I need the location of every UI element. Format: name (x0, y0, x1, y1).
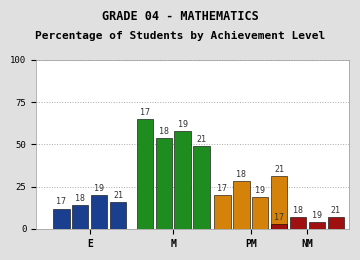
Text: 21: 21 (331, 206, 341, 215)
Bar (53, 209, 69, 229)
Text: 21: 21 (113, 191, 123, 200)
Bar (328, 217, 344, 229)
Text: 18: 18 (75, 194, 85, 203)
Bar (193, 146, 210, 229)
Bar (309, 222, 325, 229)
Bar (110, 202, 126, 229)
Text: 19: 19 (177, 120, 188, 129)
Text: 17: 17 (217, 184, 228, 193)
Text: 18: 18 (293, 206, 303, 215)
Text: 17: 17 (274, 213, 284, 222)
Text: GRADE 04 - MATHEMATICS: GRADE 04 - MATHEMATICS (102, 10, 258, 23)
Bar (252, 197, 269, 229)
Text: 18: 18 (159, 127, 169, 135)
Text: 21: 21 (274, 165, 284, 174)
Bar (72, 205, 89, 229)
Text: 21: 21 (197, 135, 207, 144)
Bar (214, 195, 231, 229)
Text: 19: 19 (312, 211, 322, 220)
Text: Percentage of Students by Achievement Level: Percentage of Students by Achievement Le… (35, 31, 325, 41)
Bar (271, 176, 287, 229)
Bar (271, 224, 287, 229)
Text: 19: 19 (94, 184, 104, 193)
Bar (156, 138, 172, 229)
Text: 19: 19 (255, 186, 265, 195)
Text: 17: 17 (140, 108, 150, 117)
Bar (137, 119, 153, 229)
Text: 18: 18 (236, 171, 246, 179)
Text: 17: 17 (57, 198, 66, 206)
Bar (290, 217, 306, 229)
Bar (233, 181, 249, 229)
Bar (91, 195, 107, 229)
Bar (175, 131, 191, 229)
